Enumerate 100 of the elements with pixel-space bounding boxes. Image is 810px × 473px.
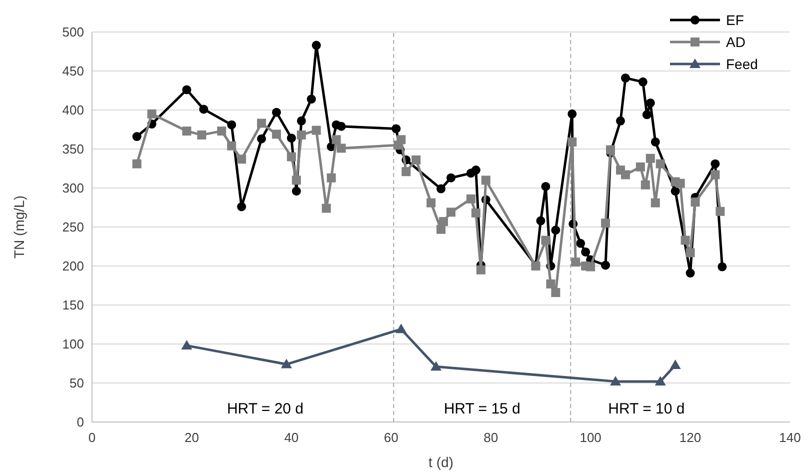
point	[601, 218, 610, 228]
point	[426, 198, 436, 208]
point	[640, 180, 650, 190]
x-tick-label: 20	[184, 430, 199, 445]
y-tick-label: 150	[62, 298, 84, 313]
point	[610, 376, 621, 386]
y-tick-label: 200	[62, 258, 84, 274]
point	[690, 198, 700, 207]
y-axis-title: TN (mg/L)	[11, 196, 27, 258]
point	[227, 141, 236, 150]
point	[326, 173, 336, 182]
point	[336, 122, 346, 131]
point	[656, 159, 665, 168]
x-tick-label: 120	[679, 430, 702, 445]
point	[620, 170, 630, 180]
point	[616, 116, 625, 126]
point	[396, 135, 406, 144]
point	[292, 186, 301, 196]
point	[576, 238, 586, 248]
legend-label: AD	[726, 34, 746, 50]
point	[646, 98, 655, 108]
point	[568, 109, 577, 118]
point	[237, 154, 246, 164]
x-tick-label: 60	[384, 430, 398, 445]
point	[471, 166, 480, 175]
point	[586, 262, 596, 272]
point	[272, 108, 281, 117]
point	[680, 236, 690, 245]
point	[642, 110, 652, 120]
point	[438, 217, 448, 226]
point	[322, 204, 331, 213]
point	[654, 376, 666, 386]
point	[670, 360, 681, 370]
point	[147, 109, 156, 118]
point	[638, 77, 648, 86]
point	[581, 247, 590, 256]
y-tick-label: 100	[62, 336, 84, 352]
point	[292, 176, 301, 185]
point	[306, 94, 316, 104]
point	[132, 159, 142, 168]
point	[446, 173, 456, 182]
point	[227, 120, 236, 130]
point	[296, 130, 306, 140]
point	[217, 126, 226, 136]
y-tick-label: 50	[70, 376, 84, 391]
point	[446, 208, 456, 217]
point	[476, 265, 486, 274]
x-tick-label: 140	[779, 430, 801, 445]
annotation: HRT = 15 d	[444, 400, 520, 418]
point	[181, 340, 192, 350]
point	[336, 144, 346, 153]
point	[686, 248, 695, 258]
y-tick-label: 500	[62, 24, 84, 40]
point	[710, 170, 720, 180]
point	[182, 126, 192, 136]
point	[402, 167, 411, 176]
annotation: HRT = 10 d	[608, 400, 685, 418]
point	[471, 208, 480, 218]
point	[392, 124, 401, 134]
point	[670, 186, 680, 196]
point	[716, 206, 725, 216]
point	[132, 132, 142, 142]
point	[686, 268, 695, 278]
point	[436, 184, 446, 194]
point	[650, 198, 660, 208]
legend-label: Feed	[726, 56, 758, 72]
point	[286, 152, 296, 162]
point	[286, 134, 296, 143]
x-tick-label: 100	[580, 430, 602, 445]
point	[546, 279, 556, 288]
point	[541, 236, 550, 245]
point	[466, 194, 476, 204]
point	[551, 226, 560, 235]
point	[272, 130, 281, 139]
x-axis-title: t (d)	[428, 454, 454, 470]
point	[646, 154, 655, 163]
point	[601, 260, 610, 270]
point	[710, 159, 720, 168]
point	[412, 155, 421, 164]
point	[571, 258, 580, 267]
point	[197, 130, 206, 140]
point	[257, 118, 266, 128]
point	[676, 178, 685, 188]
y-tick-label: 400	[62, 102, 84, 118]
point	[620, 74, 630, 83]
point	[396, 324, 407, 334]
y-tick-label: 350	[62, 142, 84, 157]
point	[536, 216, 546, 226]
x-tick-label: 0	[88, 430, 96, 445]
point	[650, 137, 660, 146]
y-tick-label: 450	[62, 64, 84, 79]
x-tick-label: 80	[484, 430, 498, 445]
point	[436, 224, 446, 234]
point	[182, 85, 192, 94]
point	[332, 135, 341, 144]
point	[199, 104, 208, 114]
point	[430, 361, 442, 371]
y-tick-label: 250	[62, 220, 84, 235]
x-tick-label: 40	[284, 430, 299, 445]
annotation: HRT = 20 d	[226, 400, 304, 418]
